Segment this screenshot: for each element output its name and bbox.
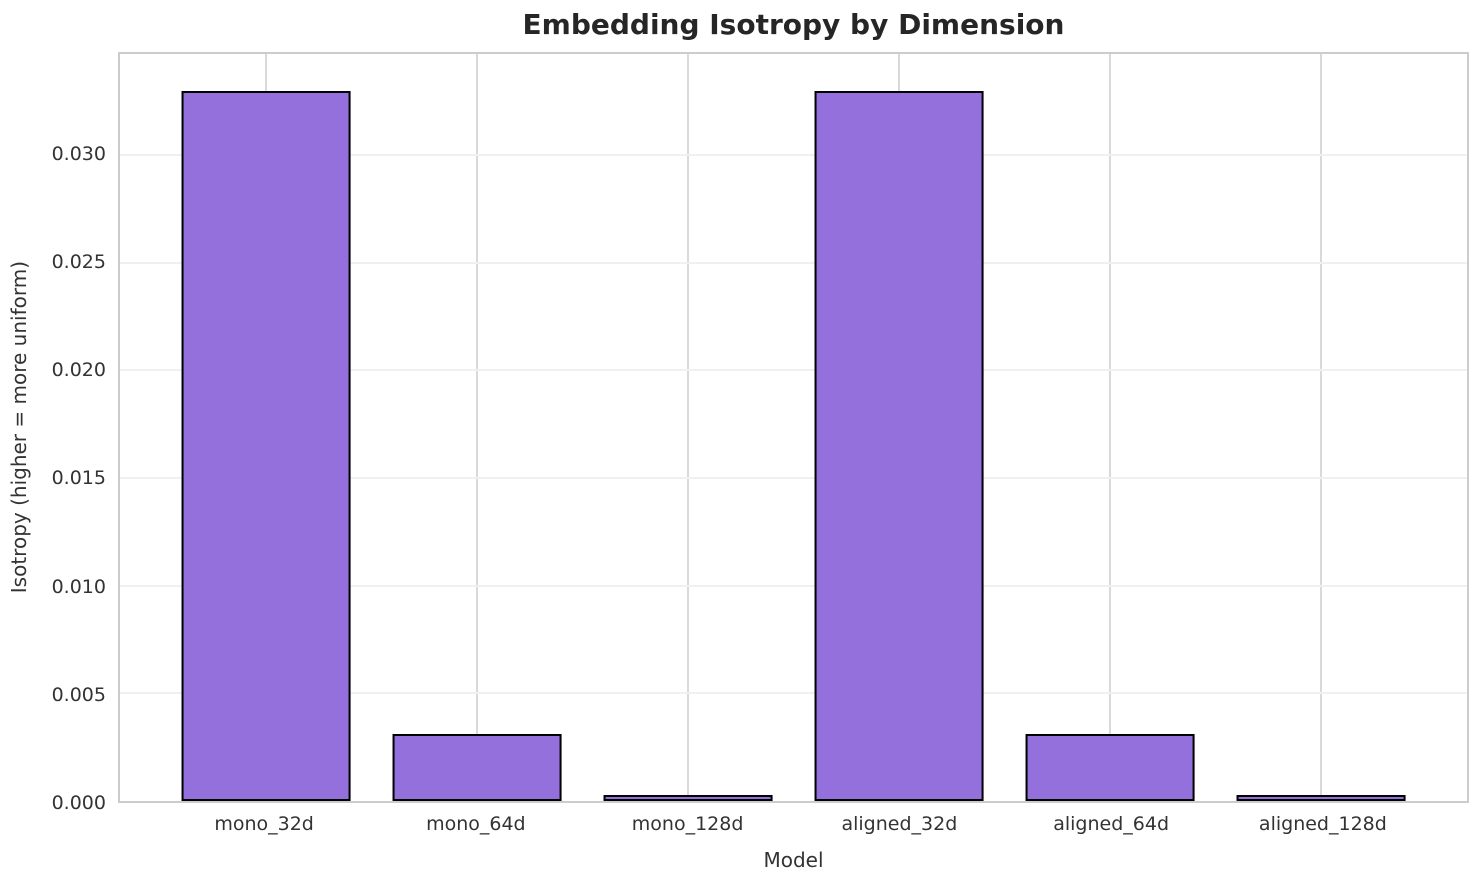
bar-mono_128d <box>603 794 773 801</box>
gridline-horizontal <box>120 154 1467 157</box>
x-tick-label: aligned_32d <box>841 813 958 835</box>
y-axis-tick-labels: 0.000 0.005 0.010 0.015 0.020 0.025 0.030 <box>0 52 106 814</box>
x-axis-tick-labels: mono_32d mono_64d mono_128d aligned_32d alig… <box>118 813 1469 843</box>
y-tick-label: 0.000 <box>51 792 106 814</box>
x-tick-label: mono_64d <box>426 813 526 835</box>
gridline-vertical <box>1109 54 1112 801</box>
chart-title: Embedding Isotropy by Dimension <box>522 8 1065 41</box>
gridline-vertical <box>686 54 689 801</box>
x-tick-label: aligned_128d <box>1258 813 1387 835</box>
bar-aligned_128d <box>1236 794 1406 801</box>
bar-mono_64d <box>392 734 562 801</box>
gridline-horizontal <box>120 477 1467 480</box>
x-tick-label: mono_32d <box>214 813 314 835</box>
gridline-horizontal <box>120 692 1467 695</box>
y-tick-label: 0.010 <box>51 575 106 598</box>
y-tick-label: 0.030 <box>51 142 106 165</box>
y-tick-label: 0.020 <box>51 359 106 382</box>
bar-aligned_64d <box>1025 734 1195 801</box>
plot-area <box>118 52 1469 803</box>
gridline-horizontal <box>120 584 1467 587</box>
y-tick-label: 0.005 <box>51 683 106 706</box>
x-axis-label: Model <box>763 848 824 872</box>
x-tick-label: mono_128d <box>631 813 744 835</box>
gridline-horizontal <box>120 261 1467 264</box>
y-tick-label: 0.025 <box>51 250 106 273</box>
x-tick-label: aligned_64d <box>1053 813 1170 835</box>
gridline-vertical <box>1320 54 1323 801</box>
y-tick-label: 0.015 <box>51 467 106 490</box>
gridline-horizontal <box>120 369 1467 372</box>
bar-aligned_32d <box>814 90 984 801</box>
bar-mono_32d <box>181 90 351 801</box>
gridline-vertical <box>475 54 478 801</box>
